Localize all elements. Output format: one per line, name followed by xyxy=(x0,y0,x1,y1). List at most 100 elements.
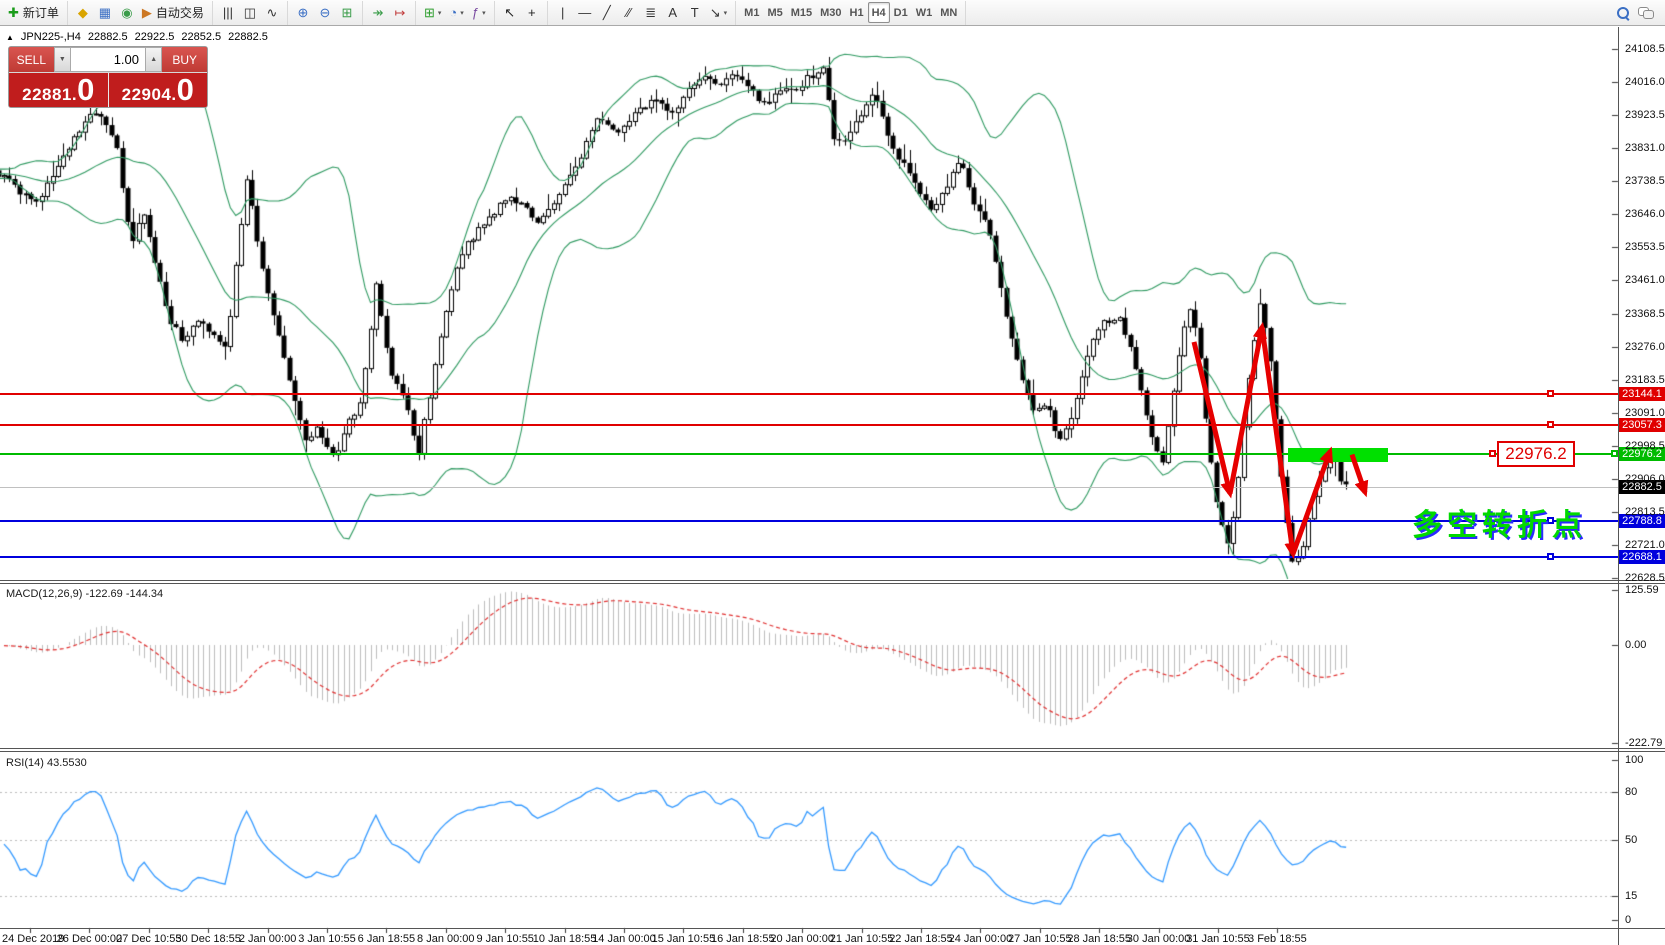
horizontal-level-line[interactable] xyxy=(0,423,1618,426)
line-handle[interactable] xyxy=(1547,553,1554,561)
time-tick-label: 15 Jan 10:55 xyxy=(651,933,716,945)
template-icon: ƒ xyxy=(471,5,480,20)
equidistant-channel-button[interactable]: ∕∕ xyxy=(618,2,640,23)
timeframe-d1-button[interactable]: D1 xyxy=(890,2,912,23)
horizontal-level-line[interactable] xyxy=(0,486,1618,488)
timeframe-m15-button[interactable]: M15 xyxy=(787,2,816,23)
time-tick-label: 9 Jan 10:55 xyxy=(476,933,534,945)
price-tick-label: 23183.5 xyxy=(1625,373,1665,386)
time-tick-label: 27 Dec 10:55 xyxy=(116,933,182,945)
timeframe-m30-button[interactable]: M30 xyxy=(816,2,845,23)
fibonacci-button[interactable]: ≣ xyxy=(640,2,662,23)
periods-icon: ◔ xyxy=(449,5,458,20)
zoom-out-button[interactable]: ⊖ xyxy=(314,2,336,23)
new-order-menu-button[interactable]: ⊞ ▾ xyxy=(420,2,445,23)
trendline-icon: ╱ xyxy=(602,5,611,20)
horizontal-level-line[interactable] xyxy=(0,392,1618,395)
ohlc-close: 22882.5 xyxy=(228,31,268,43)
volume-increase-button[interactable]: ▲ xyxy=(145,47,163,72)
sell-price[interactable]: 22881. 0 xyxy=(9,72,109,107)
price-tick-label: 22813.5 xyxy=(1625,505,1665,518)
text-label-button[interactable]: T xyxy=(684,2,706,23)
tile-windows-button[interactable]: ⊞ xyxy=(336,2,358,23)
line-handle[interactable] xyxy=(1547,517,1554,525)
text-button[interactable]: A xyxy=(662,2,684,23)
timeframe-mn-button[interactable]: MN xyxy=(936,2,961,23)
line-chart-button[interactable]: ∿ xyxy=(261,2,283,23)
vertical-line-button[interactable]: | xyxy=(552,2,574,23)
chart-canvas[interactable] xyxy=(0,27,1665,945)
search-button[interactable] xyxy=(1612,2,1634,23)
volume-decrease-button[interactable]: ▼ xyxy=(53,47,71,72)
zoom-in-button[interactable]: ⊕ xyxy=(292,2,314,23)
horizontal-line-icon: — xyxy=(578,5,592,20)
volume-input[interactable] xyxy=(71,47,145,72)
crosshair-icon: + xyxy=(527,5,536,20)
chart-shift-icon: ↦ xyxy=(394,5,406,20)
market-watch-icon: ▦ xyxy=(98,5,112,20)
new-chart-button[interactable]: ◆ xyxy=(72,2,94,23)
timeframe-h4-button[interactable]: H4 xyxy=(867,2,890,23)
arrows-icon: ↘ xyxy=(709,5,721,20)
horizontal-level-line[interactable] xyxy=(0,555,1618,558)
line-handle[interactable] xyxy=(1611,450,1618,458)
equidistant-channel-icon: ∕∕ xyxy=(626,5,631,20)
time-tick-label: 24 Dec 2019 xyxy=(2,933,65,945)
macd-label: MACD(12,26,9) -122.69 -144.34 xyxy=(6,588,164,600)
trendline-button[interactable]: ╱ xyxy=(596,2,618,23)
timeframe-m1-button[interactable]: M1 xyxy=(740,2,763,23)
price-tick-label: 23091.0 xyxy=(1625,406,1665,419)
timeframe-m5-button[interactable]: M5 xyxy=(763,2,786,23)
buy-button[interactable]: BUY xyxy=(162,47,207,72)
sell-button[interactable]: SELL xyxy=(9,47,54,72)
toolbar-group: ◆ ▦ ◉ ▶ 自动交易 xyxy=(68,0,213,25)
text-icon: A xyxy=(668,5,678,20)
buy-price-main: 22904 xyxy=(121,85,172,104)
time-tick-label: 24 Jan 00:00 xyxy=(948,933,1013,945)
timeframe-h1-button[interactable]: H1 xyxy=(846,2,868,23)
annotation-text[interactable]: 多空转折点 xyxy=(1412,509,1587,542)
horizontal-level-line[interactable] xyxy=(0,519,1618,522)
cursor-button[interactable]: ↖ xyxy=(499,2,521,23)
chat-button[interactable] xyxy=(1634,2,1657,23)
time-tick-label: 31 Jan 10:55 xyxy=(1186,933,1250,945)
highlight-rectangle[interactable] xyxy=(1288,448,1388,462)
fibonacci-icon: ≣ xyxy=(645,5,657,20)
crosshair-button[interactable]: + xyxy=(521,2,543,23)
price-level-chip: 23057.3 xyxy=(1619,417,1665,432)
sell-price-big: 0 xyxy=(77,72,95,107)
dropdown-arrow-icon: ▾ xyxy=(437,9,442,17)
callout-handle[interactable] xyxy=(1489,450,1496,458)
bar-chart-button[interactable]: ||| xyxy=(217,2,239,23)
timeframe-w1-button[interactable]: W1 xyxy=(912,2,937,23)
collapse-icon[interactable]: ▲ xyxy=(6,32,14,42)
chart-shift-button[interactable]: ↦ xyxy=(389,2,411,23)
pane-separator-macd[interactable] xyxy=(0,580,1665,584)
auto-scroll-button[interactable]: ↠ xyxy=(367,2,389,23)
toolbar-group: ⊕ ⊖ ⊞ xyxy=(288,0,363,25)
line-handle[interactable] xyxy=(1547,390,1554,398)
navigator-button[interactable]: ◉ xyxy=(116,2,138,23)
candlestick-chart-button[interactable]: ◫ xyxy=(239,2,261,23)
price-callout[interactable]: 22976.2 xyxy=(1497,441,1575,467)
arrows-button[interactable]: ↘ ▾ xyxy=(706,2,731,23)
market-watch-button[interactable]: ▦ xyxy=(94,2,116,23)
horizontal-level-line[interactable] xyxy=(0,452,1618,455)
periods-button[interactable]: ◔ ▾ xyxy=(445,2,467,23)
buy-price-point: . xyxy=(171,85,177,104)
template-button[interactable]: ƒ ▾ xyxy=(468,2,490,23)
price-tick-label: 23738.5 xyxy=(1625,175,1665,188)
candlestick-chart-icon: ◫ xyxy=(243,5,257,20)
time-tick-label: 2 Jan 00:00 xyxy=(238,933,297,945)
new-chart-icon: ◆ xyxy=(77,5,88,20)
autotrading-button[interactable]: ▶ 自动交易 xyxy=(138,2,208,23)
horizontal-line-button[interactable]: — xyxy=(574,2,596,23)
line-handle[interactable] xyxy=(1547,421,1554,429)
new-order-button[interactable]: ✚ 新订单 xyxy=(4,2,63,23)
autotrading-icon: ▶ xyxy=(141,5,152,20)
buy-price[interactable]: 22904. 0 xyxy=(108,73,207,107)
pane-separator-rsi[interactable] xyxy=(0,748,1665,752)
zoom-out-icon: ⊖ xyxy=(319,5,331,20)
zoom-in-icon: ⊕ xyxy=(297,5,309,20)
price-level-chip: 22788.8 xyxy=(1619,513,1665,528)
